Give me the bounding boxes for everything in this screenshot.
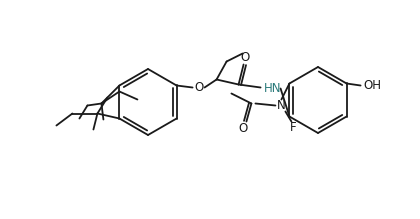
Text: HN: HN [264, 82, 281, 95]
Text: N: N [277, 99, 286, 112]
Text: O: O [194, 81, 203, 94]
Text: O: O [240, 51, 249, 64]
Text: OH: OH [364, 79, 382, 92]
Text: O: O [239, 122, 248, 135]
Text: F: F [290, 121, 297, 134]
